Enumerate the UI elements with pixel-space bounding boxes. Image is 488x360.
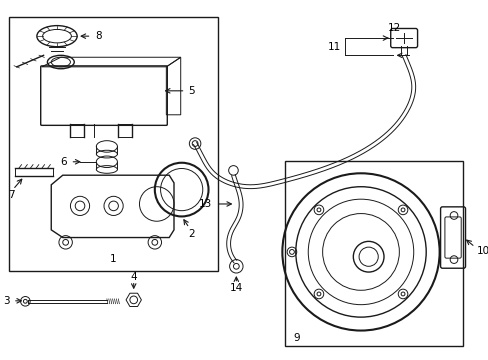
Text: 5: 5	[188, 86, 195, 96]
Text: 12: 12	[387, 23, 400, 33]
Text: 11: 11	[327, 42, 340, 52]
Text: 14: 14	[229, 283, 243, 293]
Text: 2: 2	[187, 229, 194, 239]
Text: 7: 7	[8, 190, 14, 201]
Text: 9: 9	[293, 333, 300, 343]
Bar	[9, 17, 218, 271]
Text: 8: 8	[95, 31, 102, 41]
Text: 3: 3	[3, 296, 10, 306]
Text: 4: 4	[130, 272, 137, 282]
Bar	[285, 161, 462, 346]
Text: 10: 10	[476, 246, 488, 256]
Text: 6: 6	[60, 157, 66, 167]
Text: 1: 1	[109, 254, 116, 264]
Text: 13: 13	[199, 199, 212, 209]
